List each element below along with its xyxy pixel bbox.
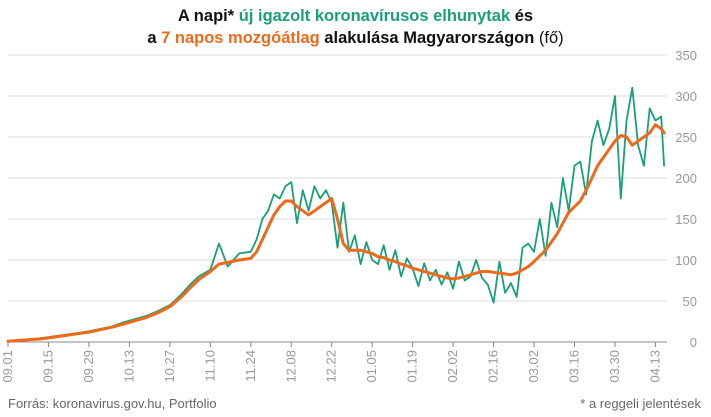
title-text-c: a xyxy=(147,29,162,47)
title-line-2: a 7 napos mozgóátlag alakulása Magyarors… xyxy=(0,27,711,49)
x-tick-label-1: 09.15 xyxy=(40,350,55,383)
x-tick-label-6: 11.24 xyxy=(243,350,258,382)
y-tick-label-7: 350 xyxy=(675,48,697,63)
x-tick-label-10: 01.19 xyxy=(405,350,420,383)
x-tick-label-12: 02.16 xyxy=(486,350,501,383)
y-tick-label-3: 150 xyxy=(675,212,697,227)
y-tick-label-2: 100 xyxy=(675,253,697,268)
title-text-b: és xyxy=(510,7,534,25)
series-lines xyxy=(6,86,666,343)
y-tick-label-4: 200 xyxy=(675,171,697,186)
x-tick-label-9: 01.05 xyxy=(364,350,379,383)
title-highlight-moving-average: 7 napos mozgóátlag xyxy=(161,29,320,47)
x-tick-label-4: 10.27 xyxy=(162,350,177,383)
series-moving-average-line xyxy=(6,123,666,343)
y-tick-label-6: 300 xyxy=(675,89,697,104)
title-text-d: alakulása Magyarországon xyxy=(319,29,539,47)
x-tick-label-3: 10.13 xyxy=(121,350,136,383)
footnote: * a reggeli jelentések xyxy=(580,396,701,411)
source-note: Forrás: koronavirus.gov.hu, Portfolio xyxy=(8,396,217,411)
x-axis-ticks: 09.01 09.15 09.29 10.13 10.27 11.10 11.24 12.08… xyxy=(0,342,662,383)
gridlines xyxy=(8,54,667,343)
x-tick-label-11: 02.02 xyxy=(445,350,460,383)
x-tick-label-0: 09.01 xyxy=(0,350,15,383)
title-highlight-daily-deaths: új igazolt koronavírusos elhunytak xyxy=(238,7,511,25)
chart-title: A napi* új igazolt koronavírusos elhunyt… xyxy=(0,5,711,49)
x-tick-label-15: 03.30 xyxy=(607,350,622,383)
title-line-1: A napi* új igazolt koronavírusos elhunyt… xyxy=(0,5,711,27)
x-tick-label-13: 03.02 xyxy=(526,350,541,383)
y-tick-label-5: 250 xyxy=(675,130,697,145)
x-tick-label-14: 03.16 xyxy=(567,350,582,383)
y-axis-ticks: 0 50 100 150 200 250 300 350 xyxy=(675,48,697,350)
title-unit: (fő) xyxy=(538,29,564,47)
x-tick-label-5: 11.10 xyxy=(202,350,217,382)
series-daily-deaths-line xyxy=(7,86,665,343)
title-text-a: A napi* xyxy=(177,7,239,25)
y-tick-label-1: 50 xyxy=(683,294,697,309)
x-tick-label-2: 09.29 xyxy=(81,350,96,383)
y-tick-label-0: 0 xyxy=(690,335,697,350)
x-tick-label-7: 12.08 xyxy=(283,350,298,383)
x-tick-label-16: 04.13 xyxy=(647,350,662,383)
x-tick-label-8: 12.22 xyxy=(324,350,339,383)
